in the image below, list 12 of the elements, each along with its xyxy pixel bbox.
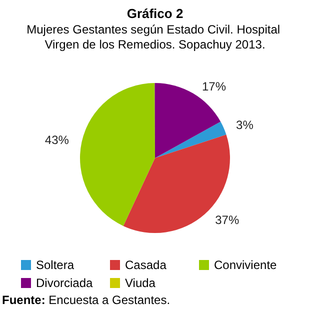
legend-label: Divorciada xyxy=(36,276,94,290)
legend-label: Conviviente xyxy=(214,258,278,272)
legend-label: Soltera xyxy=(36,258,74,272)
chart-title: Gráfico 2 xyxy=(126,6,184,21)
data-label: 17% xyxy=(202,79,226,94)
data-label: 43% xyxy=(44,133,70,148)
chart-subtitle: Mujeres Gestantes según Estado Civil. Hospital Virgen de los Remedios. Sopachuy 2013. xyxy=(26,22,284,52)
data-label: 37% xyxy=(215,213,240,228)
data-label: 3% xyxy=(236,118,254,132)
source-note: Fuente: Encuesta a Gestantes. xyxy=(2,293,170,307)
legend-label: Viuda xyxy=(125,276,156,290)
legend-label: Casada xyxy=(125,258,167,272)
